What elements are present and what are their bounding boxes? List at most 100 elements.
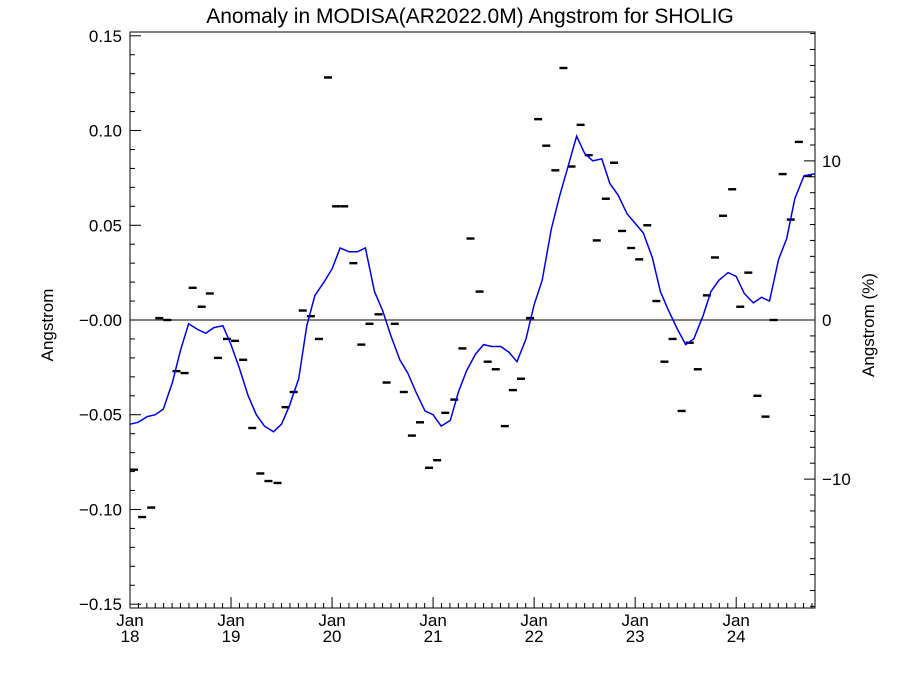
anomaly-point <box>508 388 517 392</box>
chart-title: Anomaly in MODISA(AR2022.0M) Angstrom fo… <box>206 5 734 28</box>
anomaly-point <box>399 390 408 394</box>
anomaly-point <box>172 369 181 373</box>
anomaly-point <box>349 261 358 265</box>
anomaly-point <box>248 426 257 430</box>
anomaly-point <box>542 144 551 147</box>
x-tick-label-month: Jan <box>520 611 547 630</box>
anomaly-point <box>222 337 231 341</box>
anomaly-point <box>324 76 333 79</box>
y2-axis-title: Angstrom (%) <box>859 273 878 377</box>
anomaly-point <box>635 258 644 261</box>
plot-area <box>129 31 816 609</box>
anomaly-point <box>584 153 593 157</box>
anomaly-point <box>382 381 391 384</box>
anomaly-point <box>415 421 424 424</box>
anomaly-point <box>693 368 702 371</box>
x-tick-label-month: Jan <box>722 611 749 630</box>
anomaly-point <box>592 239 601 242</box>
y-tick-label: −0.15 <box>79 595 122 614</box>
anomaly-point <box>500 424 509 428</box>
anomaly-points <box>130 66 812 519</box>
x-tick-label-month: Jan <box>419 611 446 630</box>
anomaly-point <box>551 169 560 172</box>
anomaly-point <box>357 343 366 346</box>
anomaly-point <box>761 415 770 418</box>
y-tick-label: 0.05 <box>89 216 122 235</box>
anomaly-point <box>736 305 745 308</box>
x-tick-label-month: Jan <box>621 611 648 630</box>
x-tick-label-year: 24 <box>727 627 746 646</box>
anomaly-point <box>147 506 156 509</box>
y-tick-label: −0.05 <box>79 406 122 425</box>
anomaly-point <box>744 271 753 274</box>
anomaly-point <box>794 140 803 144</box>
anomaly-point <box>213 356 222 360</box>
anomaly-point <box>450 398 459 401</box>
anomaly-point <box>660 360 669 363</box>
anomaly-point <box>491 368 500 371</box>
anomaly-point <box>256 472 265 475</box>
x-tick-label-year: 20 <box>323 627 342 646</box>
anomaly-point <box>374 313 383 316</box>
anomaly-point <box>390 322 399 325</box>
anomaly-point <box>668 337 677 341</box>
anomaly-point <box>407 434 416 437</box>
anomaly-point <box>643 224 652 227</box>
y2-tick-label: 0 <box>822 311 831 330</box>
y-axis: −0.15 −0.10 −0.05 −0.00 0.05 0.10 0.15 <box>79 27 141 614</box>
anomaly-point <box>627 246 636 250</box>
anomaly-point <box>753 394 762 397</box>
anomaly-point <box>298 309 307 312</box>
x-tick-label-month: Jan <box>116 611 143 630</box>
anomaly-point <box>130 468 139 471</box>
anomaly-point <box>188 286 197 289</box>
anomaly-point <box>466 237 475 240</box>
anomaly-point <box>441 411 450 415</box>
anomaly-point <box>702 294 711 297</box>
x-tick-label-year: 22 <box>525 627 544 646</box>
anomaly-point <box>340 205 349 208</box>
y2-axis: −10 0 10 <box>804 33 851 607</box>
y2-tick-label: 10 <box>822 152 841 171</box>
y-tick-label: 0.15 <box>89 27 122 46</box>
anomaly-point <box>576 123 585 127</box>
anomaly-point <box>365 322 374 325</box>
anomaly-point <box>677 409 686 413</box>
anomaly-point <box>163 318 172 322</box>
anomaly-point <box>652 299 661 303</box>
smoothed-series-line <box>129 134 815 433</box>
y2-tick-label: −10 <box>822 470 851 489</box>
y-tick-label: −0.10 <box>79 500 122 519</box>
x-tick-label-year: 21 <box>424 627 443 646</box>
anomaly-point <box>769 318 778 322</box>
anomaly-point <box>685 341 694 344</box>
anomaly-point <box>728 188 737 191</box>
anomaly-point <box>618 229 627 233</box>
anomaly-point <box>778 172 787 176</box>
anomaly-point <box>483 360 492 363</box>
x-tick-label-year: 23 <box>626 627 645 646</box>
x-tick-label-month: Jan <box>318 611 345 630</box>
anomaly-point <box>567 165 576 168</box>
x-tick-label-year: 19 <box>222 627 241 646</box>
anomaly-point <box>281 405 290 409</box>
anomaly-point <box>475 290 484 293</box>
anomaly-point <box>205 292 214 295</box>
anomaly-point <box>239 358 248 361</box>
anomaly-point <box>458 347 467 350</box>
anomaly-point <box>719 214 728 217</box>
anomaly-point <box>609 161 618 164</box>
anomaly-point <box>559 66 568 70</box>
anomaly-point <box>314 337 323 341</box>
y-tick-label: −0.00 <box>79 311 122 330</box>
anomaly-point <box>803 174 812 178</box>
anomaly-point <box>180 371 189 375</box>
anomaly-point <box>306 315 315 318</box>
anomaly-point <box>138 515 147 519</box>
anomaly-point <box>273 481 282 485</box>
x-tick-label-month: Jan <box>217 611 244 630</box>
anomaly-point <box>534 117 543 121</box>
anomaly-point <box>710 256 719 259</box>
anomaly-point <box>231 339 240 343</box>
